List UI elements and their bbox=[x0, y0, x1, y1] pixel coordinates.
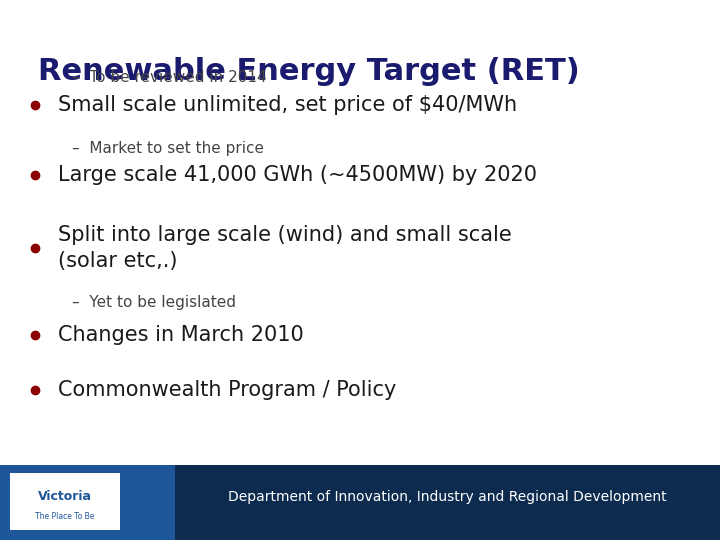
Text: The Place To Be: The Place To Be bbox=[35, 512, 95, 521]
Text: Commonwealth Program / Policy: Commonwealth Program / Policy bbox=[58, 380, 397, 400]
Text: Victoria: Victoria bbox=[38, 490, 92, 503]
Text: Small scale unlimited, set price of $40/MWh: Small scale unlimited, set price of $40/… bbox=[58, 95, 517, 115]
Text: Changes in March 2010: Changes in March 2010 bbox=[58, 325, 304, 345]
Text: Department of Innovation, Industry and Regional Development: Department of Innovation, Industry and R… bbox=[228, 489, 667, 503]
Text: Large scale 41,000 GWh (~4500MW) by 2020: Large scale 41,000 GWh (~4500MW) by 2020 bbox=[58, 165, 537, 185]
Text: Renewable Energy Target (RET): Renewable Energy Target (RET) bbox=[38, 57, 580, 86]
Bar bbox=[0, 465, 175, 540]
Text: –  Yet to be legislated: – Yet to be legislated bbox=[72, 295, 236, 310]
Text: Split into large scale (wind) and small scale
(solar etc,.): Split into large scale (wind) and small … bbox=[58, 225, 512, 271]
Text: –  To be reviewed in 2014: – To be reviewed in 2014 bbox=[72, 71, 266, 85]
Bar bbox=[10, 473, 120, 530]
Text: –  Market to set the price: – Market to set the price bbox=[72, 140, 264, 156]
Bar bbox=[175, 465, 720, 540]
